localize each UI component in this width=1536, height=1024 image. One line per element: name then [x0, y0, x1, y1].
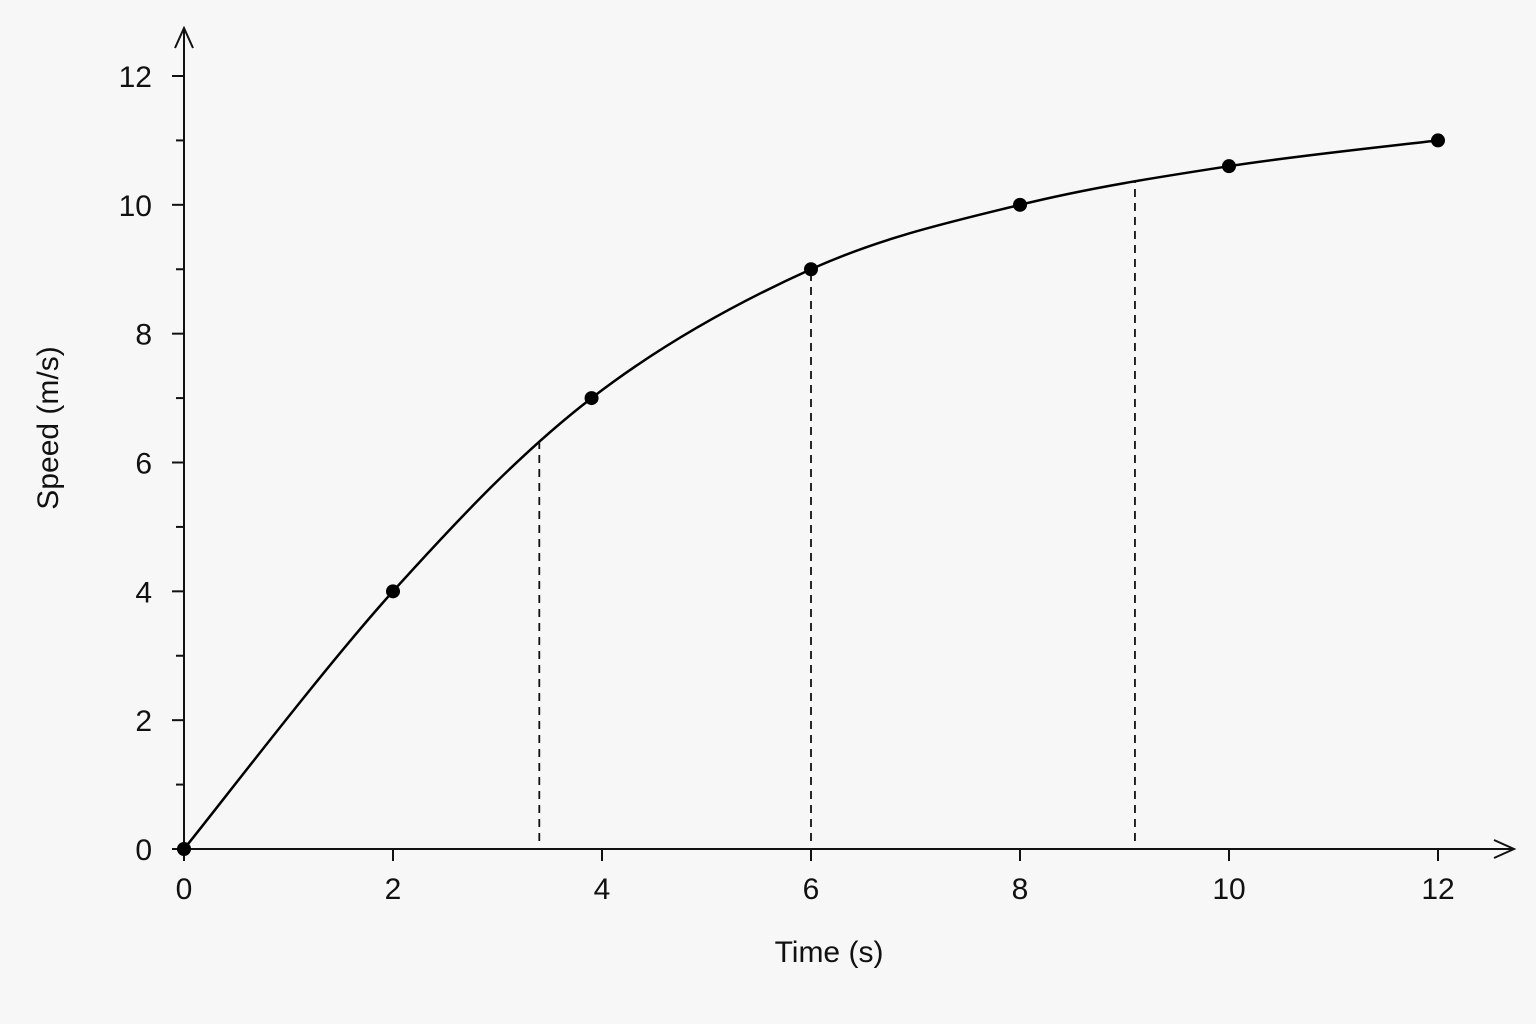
y-axis-arrow	[174, 25, 194, 49]
y-tick-label: 8	[135, 319, 152, 352]
x-axis-arrow	[1493, 839, 1517, 859]
x-tick-label: 0	[176, 873, 193, 906]
y-axis-label: Speed (m/s)	[32, 346, 65, 509]
y-tick-label: 0	[135, 834, 152, 867]
data-point	[177, 842, 191, 856]
data-point	[386, 584, 400, 599]
x-tick-label: 8	[1012, 873, 1029, 906]
y-tick-label: 6	[135, 448, 152, 481]
data-point	[584, 391, 599, 406]
y-tick-label: 10	[119, 190, 152, 223]
data-point	[1222, 159, 1236, 174]
data-point	[804, 262, 818, 277]
x-tick-label: 4	[594, 873, 611, 906]
y-tick-label: 12	[119, 61, 152, 94]
x-tick-label: 6	[803, 873, 820, 906]
x-tick-label: 2	[385, 873, 402, 906]
x-tick-label: 10	[1212, 873, 1245, 906]
y-tick-label: 2	[135, 705, 152, 738]
x-axis-label: Time (s)	[775, 936, 884, 969]
data-point	[1013, 197, 1027, 212]
y-tick-label: 4	[135, 576, 152, 609]
data-point	[1431, 133, 1445, 148]
x-tick-label: 12	[1421, 873, 1454, 906]
